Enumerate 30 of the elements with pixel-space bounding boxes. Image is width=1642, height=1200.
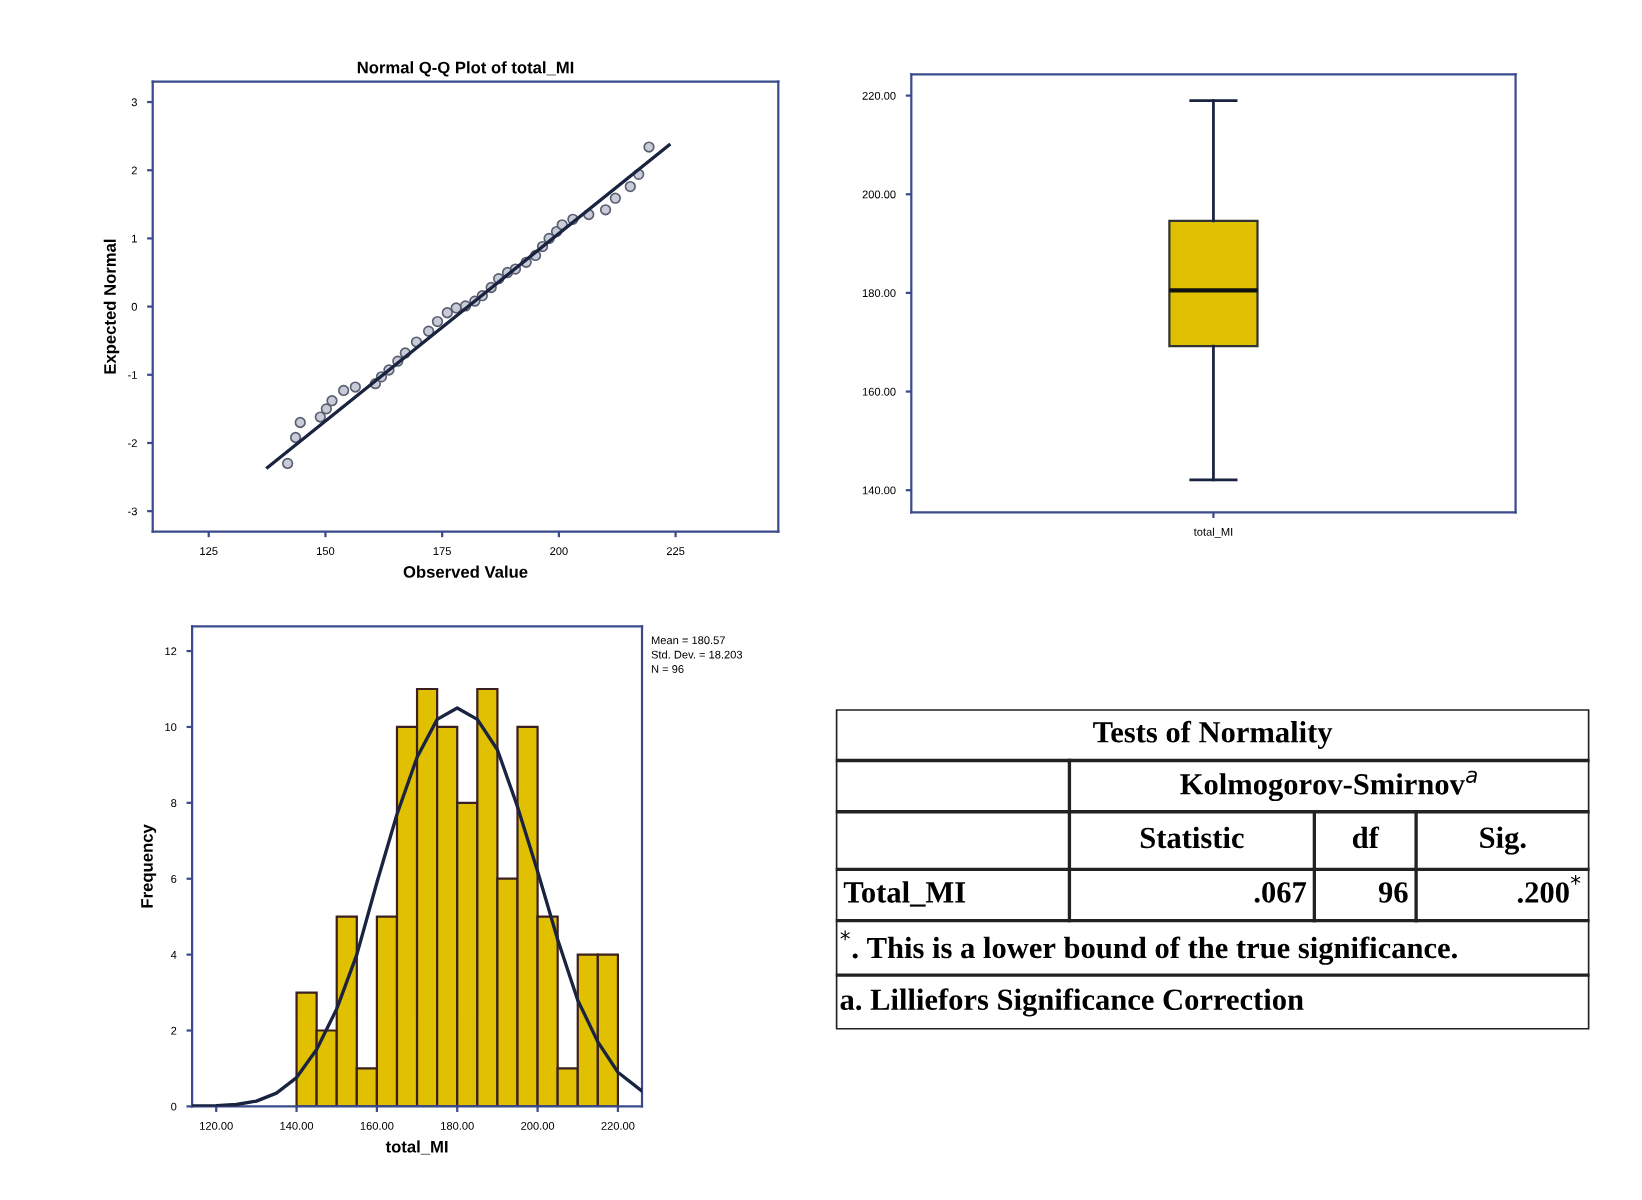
text: Total_MI <box>843 881 966 907</box>
point <box>320 403 333 415</box>
point <box>609 192 622 204</box>
point <box>314 411 326 423</box>
point <box>294 416 306 429</box>
point <box>431 315 444 328</box>
text: Sig. <box>1480 826 1526 855</box>
point <box>289 431 302 444</box>
y-axis-title: Frequency <box>141 824 157 908</box>
text: Tests of Normality <box>1093 720 1333 749</box>
point <box>326 395 338 407</box>
point <box>349 381 361 393</box>
x-axis-title: total_MI <box>385 1140 448 1155</box>
point <box>643 141 655 153</box>
x-axis-title: Observed Value <box>403 565 528 578</box>
text: df <box>1352 826 1380 849</box>
point <box>338 384 350 397</box>
point <box>624 180 636 193</box>
point <box>281 457 294 470</box>
text: 96 <box>1378 882 1408 903</box>
text: $^{*}$. This is a lower bound of the true significance. <box>840 930 1457 965</box>
text: Kolmogorov-Smirnov$^{a}$ <box>1180 770 1477 802</box>
text: a. Lilliefors Significance Correction <box>840 988 1304 1017</box>
text: .067 <box>1254 882 1307 903</box>
point <box>599 204 612 216</box>
y-axis-title: Expected Normal <box>103 239 120 374</box>
chart-title: Normal Q-Q Plot of total_MI <box>357 61 574 77</box>
text: Statistic <box>1140 826 1244 849</box>
text: .200$^{*}$ <box>1517 874 1581 903</box>
point <box>441 307 453 319</box>
